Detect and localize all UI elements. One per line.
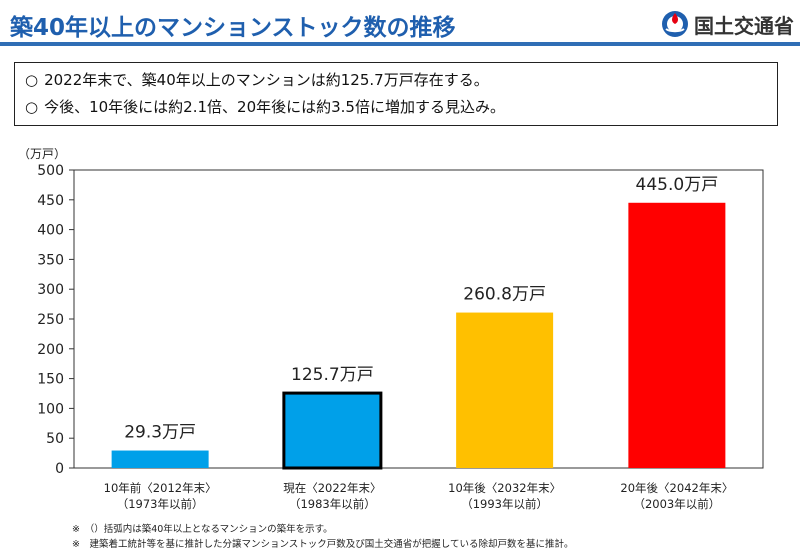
bar-chart: （万戸） 0 50 100 150 200 250 300 350 400 450 500 29.3万… bbox=[18, 147, 764, 511]
y-tick-label: 150 bbox=[37, 372, 64, 388]
summary-line-2: ○ 今後、10年後には約2.1倍、20年後には約3.5倍に増加する見込み。 bbox=[25, 94, 767, 121]
x-tick-label-1: 現在〈2022年末〉 bbox=[283, 481, 381, 495]
footnote-1: ※ （）括弧内は築40年以上となるマンションの築年を示す。 bbox=[72, 524, 333, 535]
x-tick-label-0: 10年前〈2012年末〉 bbox=[104, 481, 217, 495]
bullet-circle-icon: ○ bbox=[25, 71, 39, 89]
y-tick-label: 500 bbox=[37, 163, 64, 179]
y-tick-label: 0 bbox=[55, 461, 64, 477]
y-tick-label: 350 bbox=[37, 252, 64, 268]
summary-text-2: 今後、10年後には約2.1倍、20年後には約3.5倍に増加する見込み。 bbox=[44, 98, 505, 116]
y-tick-label: 400 bbox=[37, 223, 64, 239]
bar-value-label-3: 445.0万戸 bbox=[636, 175, 719, 195]
y-unit-label: （万戸） bbox=[18, 147, 66, 161]
footnotes: ※ （）括弧内は築40年以上となるマンションの築年を示す。 ※ 建築着工統計等を… bbox=[72, 522, 574, 552]
x-tick-sublabel-0: （1973年以前） bbox=[117, 497, 204, 511]
bar-value-label-2: 260.8万戸 bbox=[463, 285, 546, 305]
y-tick-label: 250 bbox=[37, 312, 64, 328]
bar-2 bbox=[456, 312, 554, 468]
y-tick-label: 200 bbox=[37, 342, 64, 358]
ministry-logo: 国土交通省 bbox=[660, 8, 794, 40]
bar-1 bbox=[282, 391, 383, 470]
x-tick-sublabel-2: （1993年以前） bbox=[461, 497, 548, 511]
bars: 29.3万戸 125.7万戸 260.8万戸 445.0万戸 bbox=[111, 175, 726, 470]
x-tick-label-3: 20年後〈2042年末〉 bbox=[620, 481, 733, 495]
title-underline bbox=[0, 42, 800, 46]
bar-3 bbox=[628, 202, 726, 468]
y-tick-label: 50 bbox=[46, 431, 64, 447]
summary-box: ○ 2022年末で、築40年以上のマンションは約125.7万戸存在する。 ○ 今後、… bbox=[14, 62, 778, 126]
y-tick-label: 450 bbox=[37, 193, 64, 209]
summary-line-1: ○ 2022年末で、築40年以上のマンションは約125.7万戸存在する。 bbox=[25, 67, 767, 94]
mlit-logo-icon bbox=[662, 11, 688, 37]
x-tick-sublabel-3: （2003年以前） bbox=[633, 497, 720, 511]
footnote-2: ※ 建築着工統計等を基に推計した分譲マンションストック戸数及び国土交通省が把握し… bbox=[72, 539, 574, 550]
y-axis: （万戸） 0 50 100 150 200 250 300 350 400 450 500 bbox=[18, 147, 74, 477]
page-title: 築40年以上のマンションストック数の推移 bbox=[10, 15, 456, 41]
summary-text-1: 2022年末で、築40年以上のマンションは約125.7万戸存在する。 bbox=[44, 71, 489, 89]
y-tick-label: 100 bbox=[37, 401, 64, 417]
logo-text: 国土交通省 bbox=[694, 13, 794, 38]
bar-value-label-0: 29.3万戸 bbox=[124, 423, 196, 443]
x-tick-sublabel-1: （1983年以前） bbox=[289, 497, 376, 511]
y-tick-label: 300 bbox=[37, 282, 64, 298]
bullet-circle-icon: ○ bbox=[25, 98, 39, 116]
bar-value-label-1: 125.7万戸 bbox=[291, 365, 374, 385]
x-tick-label-2: 10年後〈2032年末〉 bbox=[448, 481, 561, 495]
x-axis-labels: 10年前〈2012年末〉 （1973年以前） 現在〈2022年末〉 （1983年以前）… bbox=[104, 481, 734, 511]
bar-0 bbox=[111, 450, 209, 468]
